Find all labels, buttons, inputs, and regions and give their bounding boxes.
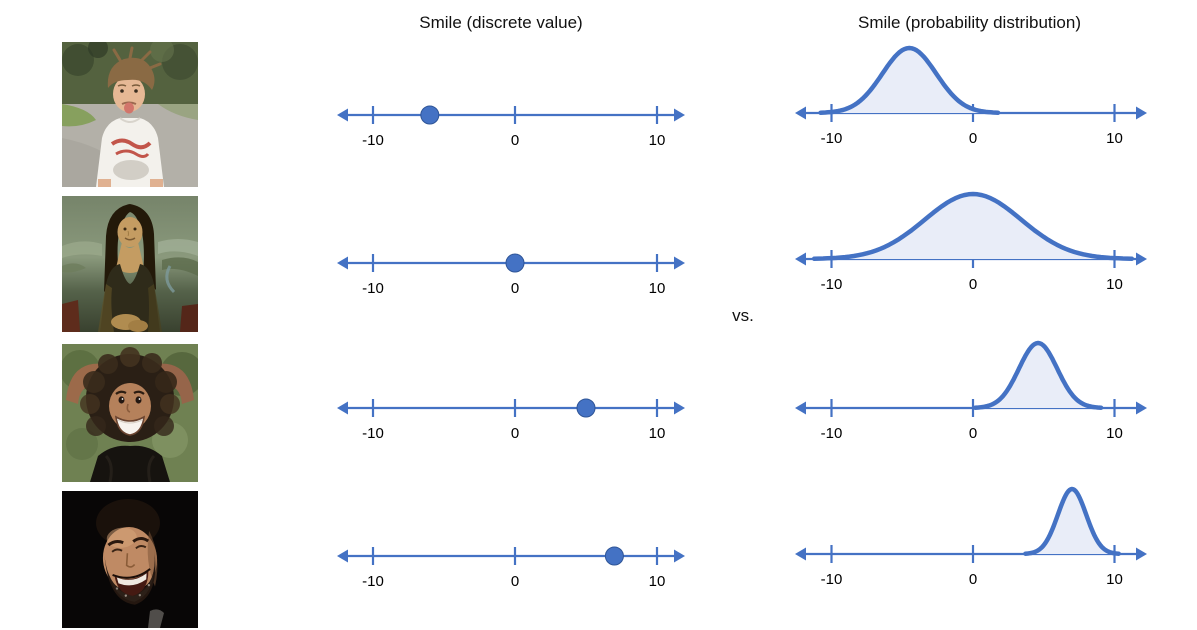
axis-arrow-right: [1136, 547, 1147, 561]
axis-arrow-right: [1136, 401, 1147, 415]
tick-label: 10: [649, 425, 666, 442]
tick-label: -10: [362, 425, 384, 442]
tick-label: 0: [511, 280, 519, 297]
axis-arrow-right: [674, 549, 685, 563]
gaussian-curve: [972, 340, 1104, 410]
tick-label: 10: [1106, 276, 1123, 293]
discrete-number-line: -10 0 10: [337, 546, 685, 590]
probability-axis-row-2: -10 0 10: [785, 184, 1160, 296]
tick-label: 0: [511, 573, 519, 590]
tick-label: -10: [821, 130, 843, 147]
probability-column-title: Smile (probability distribution): [858, 13, 1081, 32]
discrete-number-line: -10 0 10: [337, 253, 685, 297]
axis-arrow-left: [795, 547, 806, 561]
tick-label: 10: [1106, 130, 1123, 147]
tick-label: 0: [511, 132, 519, 149]
discrete-number-line: -10 0 10: [337, 105, 685, 149]
gaussian-fill: [1025, 489, 1119, 554]
tick-label: -10: [362, 280, 384, 297]
tick-label: 10: [1106, 425, 1123, 442]
tick-label: -10: [362, 132, 384, 149]
tick-label: 10: [1106, 571, 1123, 588]
value-dot: [505, 253, 525, 273]
axis-arrow-left: [337, 549, 348, 563]
gaussian-fill: [820, 48, 998, 113]
tick-label: 0: [969, 276, 977, 293]
value-dot: [576, 398, 596, 418]
gaussian-curve: [1023, 486, 1121, 556]
mona-lisa-image: [62, 196, 198, 332]
gaussian-curve: [818, 45, 1001, 115]
probability-axis-row-3: -10 0 10: [785, 333, 1160, 445]
photo-mona-lisa: [62, 196, 198, 332]
discrete-number-line: -10 0 10: [337, 398, 685, 442]
laughing-man-image: [62, 491, 198, 628]
probability-axis-row-1: -10 0 10: [785, 38, 1160, 150]
smiling-child-image: [62, 344, 198, 482]
tick-label: -10: [821, 571, 843, 588]
probability-number-line: -10 0 10: [795, 45, 1147, 147]
gaussian-fill: [814, 194, 1132, 259]
axis-arrow-left: [337, 401, 348, 415]
axis-arrow-left: [337, 108, 348, 122]
tick-label: 10: [649, 573, 666, 590]
axis-arrow-right: [674, 256, 685, 270]
axis-arrow-right: [674, 401, 685, 415]
boy-pouting-image: [62, 42, 198, 187]
tick-label: 10: [649, 280, 666, 297]
axis-arrow-right: [1136, 106, 1147, 120]
discrete-axis-row-3: -10 0 10: [330, 383, 700, 447]
discrete-axis-row-4: -10 0 10: [330, 531, 700, 595]
photo-boy-pouting: [62, 42, 198, 187]
value-dot: [420, 105, 440, 125]
tick-label: 0: [969, 425, 977, 442]
discrete-axis-row-2: -10 0 10: [330, 238, 700, 302]
probability-number-line: -10 0 10: [795, 191, 1147, 293]
tick-label: -10: [362, 573, 384, 590]
discrete-axis-row-1: -10 0 10: [330, 90, 700, 154]
discrete-column-title: Smile (discrete value): [419, 13, 583, 32]
axis-arrow-left: [795, 252, 806, 266]
probability-number-line: -10 0 10: [795, 486, 1147, 588]
gaussian-fill: [975, 343, 1102, 408]
axis-arrow-left: [795, 106, 806, 120]
tick-label: 0: [969, 571, 977, 588]
tick-label: 10: [649, 132, 666, 149]
probability-number-line: -10 0 10: [795, 340, 1147, 442]
tick-label: 0: [511, 425, 519, 442]
axis-arrow-left: [337, 256, 348, 270]
photo-smiling-child: [62, 344, 198, 482]
tick-label: -10: [821, 425, 843, 442]
gaussian-curve: [811, 191, 1135, 261]
tick-label: -10: [821, 276, 843, 293]
vs-label: vs.: [732, 306, 754, 325]
value-dot: [604, 546, 624, 566]
photo-laughing-man: [62, 491, 198, 628]
axis-arrow-right: [674, 108, 685, 122]
axis-arrow-left: [795, 401, 806, 415]
probability-axis-row-4: -10 0 10: [785, 479, 1160, 591]
tick-label: 0: [969, 130, 977, 147]
axis-arrow-right: [1136, 252, 1147, 266]
